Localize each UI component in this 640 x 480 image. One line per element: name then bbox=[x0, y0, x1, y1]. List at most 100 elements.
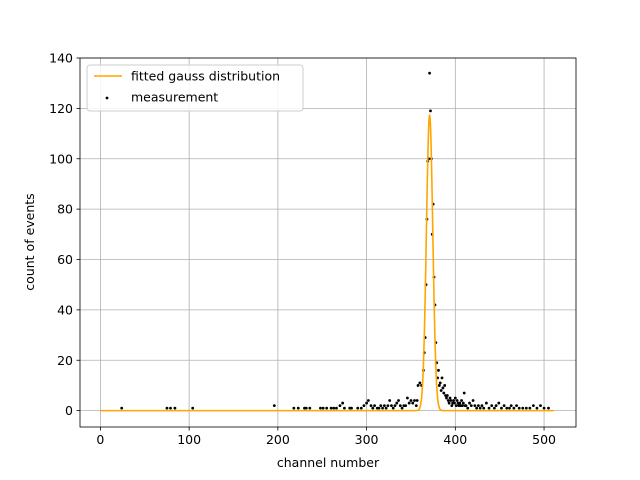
measurement-point bbox=[407, 401, 411, 405]
fit-line bbox=[100, 114, 554, 412]
measurement-point bbox=[468, 401, 471, 405]
x-tick-label: 200 bbox=[266, 432, 290, 447]
y-tick-label: 80 bbox=[57, 202, 73, 217]
measurement-point bbox=[362, 404, 366, 407]
measurement-point bbox=[391, 406, 395, 410]
measurement-point bbox=[415, 399, 419, 402]
measurement-point bbox=[437, 368, 440, 372]
legend-swatch-measurement bbox=[105, 96, 109, 100]
measurement-point bbox=[438, 381, 442, 385]
measurement-point bbox=[466, 406, 470, 410]
x-tick-label: 0 bbox=[96, 432, 104, 447]
measurement-point bbox=[482, 406, 486, 410]
measurement-point bbox=[442, 391, 446, 395]
measurement-point bbox=[450, 404, 454, 407]
measurement-point bbox=[478, 406, 482, 410]
measurement-point bbox=[453, 401, 456, 405]
measurement-point bbox=[484, 401, 488, 405]
measurement-point bbox=[304, 406, 308, 410]
measurement-point bbox=[377, 406, 381, 410]
measurement-point bbox=[469, 404, 473, 407]
measurement-point bbox=[439, 389, 443, 392]
measurement-point bbox=[454, 404, 458, 407]
y-axis-label: count of events bbox=[22, 193, 37, 290]
measurement-point bbox=[473, 404, 477, 407]
measurement-point bbox=[292, 406, 296, 410]
measurement-point bbox=[448, 396, 452, 400]
measurement-point bbox=[494, 404, 498, 407]
measurement-point bbox=[398, 404, 402, 407]
legend: fitted gauss distribution measurement bbox=[86, 64, 304, 112]
measurement-point bbox=[441, 386, 445, 390]
measurement-point bbox=[341, 401, 345, 405]
measurement-point bbox=[512, 406, 516, 410]
plot-area bbox=[100, 71, 554, 412]
measurement-point bbox=[409, 399, 413, 402]
measurement-point bbox=[413, 399, 416, 402]
measurement-point bbox=[350, 406, 353, 410]
measurement-point bbox=[120, 406, 124, 410]
measurement-point bbox=[388, 399, 392, 402]
measurement-point bbox=[445, 396, 448, 400]
y-tick-label: 20 bbox=[57, 353, 73, 368]
measurement-point bbox=[418, 381, 422, 385]
measurement-point bbox=[453, 396, 457, 400]
measurement-point bbox=[449, 399, 453, 402]
measurement-point bbox=[445, 394, 449, 397]
measurement-point bbox=[509, 404, 513, 407]
measurement-point bbox=[539, 404, 542, 407]
legend-label-fit: fitted gauss distribution bbox=[131, 69, 280, 84]
measurement-point bbox=[386, 404, 390, 407]
measurement-point bbox=[462, 391, 466, 395]
measurement-point bbox=[521, 406, 525, 410]
measurement-point bbox=[308, 406, 312, 410]
measurement-point bbox=[440, 376, 444, 380]
measurement-point bbox=[461, 401, 465, 405]
measurement-point bbox=[447, 401, 451, 405]
measurement-point bbox=[464, 404, 468, 407]
measurement-point bbox=[437, 384, 441, 387]
y-tick-label: 40 bbox=[57, 302, 73, 317]
measurement-point bbox=[416, 384, 420, 387]
measurement-point bbox=[382, 404, 386, 407]
measurement-point bbox=[169, 406, 172, 410]
y-tick-label: 120 bbox=[49, 101, 73, 116]
measurement-point bbox=[411, 401, 415, 405]
measurement-point bbox=[319, 406, 322, 410]
measurement-point bbox=[359, 406, 363, 410]
measurement-point bbox=[505, 406, 509, 410]
measurement-point bbox=[384, 406, 388, 410]
y-tick-label: 0 bbox=[65, 403, 73, 418]
measurement-point bbox=[542, 406, 546, 410]
measurement-point bbox=[406, 396, 409, 400]
measurement-point bbox=[397, 399, 400, 402]
y-tick-label: 100 bbox=[49, 151, 73, 166]
measurement-point bbox=[338, 404, 342, 407]
measurement-point bbox=[476, 404, 480, 407]
measurement-point bbox=[452, 399, 455, 402]
measurement-point bbox=[173, 406, 177, 410]
measurement-point bbox=[446, 399, 450, 402]
measurement-point bbox=[490, 404, 494, 407]
measurement-point bbox=[395, 401, 399, 405]
measurement-point bbox=[508, 406, 511, 410]
measurement-point bbox=[400, 406, 404, 410]
ticks: 0 100 200 300 400 500 0 20 40 60 80 100 120 140 bbox=[49, 51, 556, 448]
measurement-point bbox=[335, 406, 338, 410]
measurement-point bbox=[471, 399, 475, 402]
measurement-point bbox=[343, 406, 346, 410]
measurement-point bbox=[443, 384, 447, 387]
measurement-point bbox=[524, 406, 528, 410]
measurement-point bbox=[515, 404, 518, 407]
measurement-point bbox=[492, 406, 496, 410]
x-tick-label: 400 bbox=[443, 432, 467, 447]
measurement-point bbox=[332, 406, 336, 410]
legend-label-measurement: measurement bbox=[131, 90, 218, 105]
axes-frame bbox=[79, 57, 577, 428]
measurement-point bbox=[325, 406, 329, 410]
legend-box bbox=[86, 64, 304, 112]
measurement-point bbox=[381, 406, 384, 410]
measurement-point bbox=[502, 404, 506, 407]
measurement-point bbox=[535, 406, 539, 410]
